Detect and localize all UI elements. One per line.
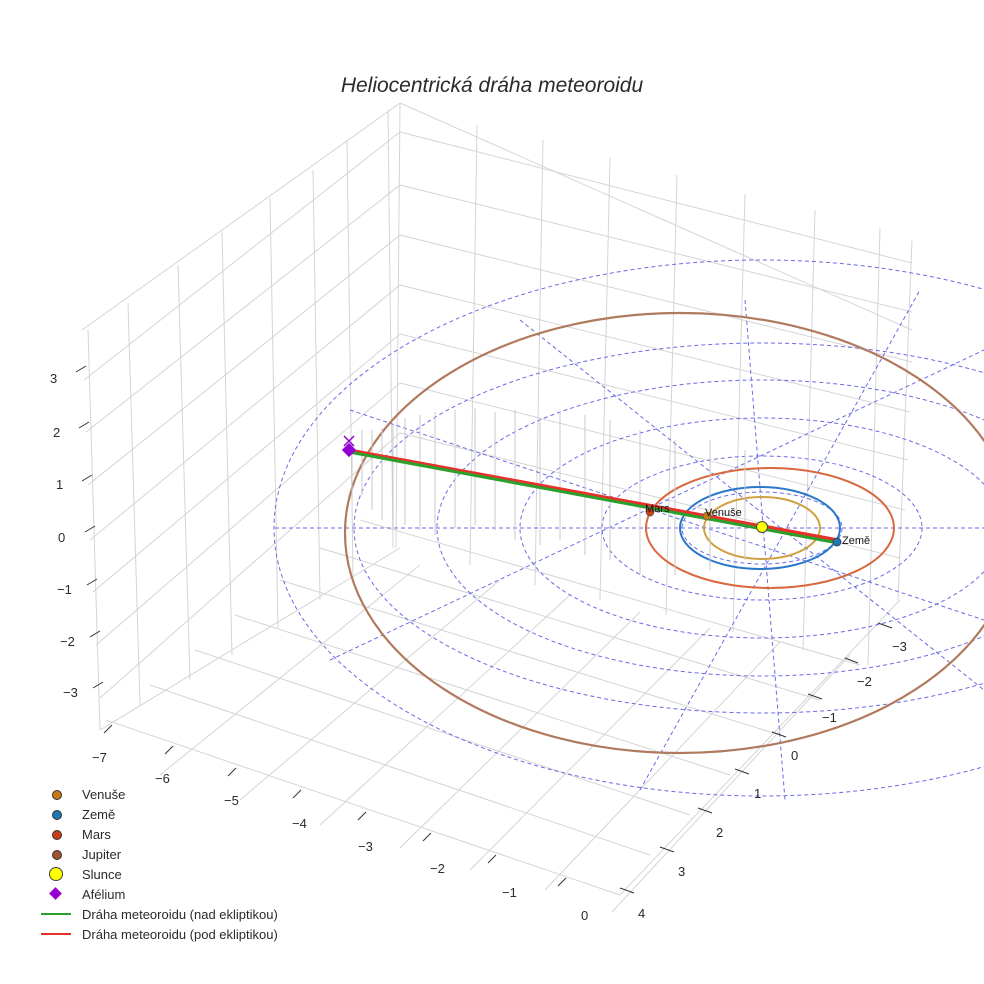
legend-item-path-above[interactable]: Dráha meteoroidu (nad ekliptikou) xyxy=(38,904,278,924)
x-tick: −5 xyxy=(224,793,239,808)
z-tick: 1 xyxy=(56,477,63,492)
legend-item-aphelion[interactable]: Afélium xyxy=(38,884,278,904)
y-axis xyxy=(619,622,893,894)
y-tick: −2 xyxy=(857,674,872,689)
legend-item-path-below[interactable]: Dráha meteoroidu (pod ekliptikou) xyxy=(38,924,278,944)
aphelion-marker[interactable] xyxy=(341,435,357,458)
y-tick: 0 xyxy=(791,748,798,763)
legend-item-jupiter[interactable]: Jupiter xyxy=(38,844,278,864)
mars-marker[interactable] xyxy=(645,507,655,517)
x-tick: −2 xyxy=(430,861,445,876)
y-tick: −3 xyxy=(892,639,907,654)
earth-dot-icon xyxy=(52,810,62,820)
earth-orbit xyxy=(679,486,841,570)
earth-marker[interactable] xyxy=(832,537,842,547)
venus-orbit xyxy=(703,496,821,560)
mars-orbit xyxy=(645,467,895,589)
x-tick: 0 xyxy=(581,908,588,923)
mars-label: Mars xyxy=(645,503,670,515)
z-tick: 2 xyxy=(53,425,60,440)
z-tick: −2 xyxy=(60,634,75,649)
jupiter-dot-icon xyxy=(52,850,62,860)
x-axis xyxy=(103,724,567,887)
y-tick: 3 xyxy=(678,864,685,879)
sun-dot-icon xyxy=(49,867,63,881)
chart-title: Heliocentrická dráha meteoroidu xyxy=(340,74,644,97)
legend: Venuše Země Mars Jupiter Slunce Afélium … xyxy=(38,784,278,944)
x-tick: −4 xyxy=(292,816,307,831)
legend-item-sun[interactable]: Slunce xyxy=(38,864,278,884)
legend-item-mars[interactable]: Mars xyxy=(38,824,278,844)
venus-label: Venuše xyxy=(705,507,742,519)
ecliptic-reference-grid xyxy=(273,259,984,801)
jupiter-orbit xyxy=(344,311,984,755)
sun-marker[interactable] xyxy=(756,521,768,533)
venus-marker[interactable] xyxy=(702,511,712,521)
y-tick: 2 xyxy=(716,825,723,840)
mars-dot-icon xyxy=(52,830,62,840)
z-tick: 0 xyxy=(58,530,65,545)
x-tick: −6 xyxy=(155,771,170,786)
x-tick: −1 xyxy=(502,885,517,900)
red-line-icon xyxy=(41,933,71,935)
z-axis xyxy=(75,365,104,689)
z-tick: −3 xyxy=(63,685,78,700)
venus-dot-icon xyxy=(52,790,62,800)
earth-label: Země xyxy=(842,535,870,547)
x-tick: −3 xyxy=(358,839,373,854)
y-tick: 1 xyxy=(754,786,761,801)
aphelion-diamond-icon xyxy=(49,887,62,900)
y-tick: −1 xyxy=(822,710,837,725)
green-line-icon xyxy=(41,913,71,915)
z-tick: 3 xyxy=(50,371,57,386)
legend-item-venus[interactable]: Venuše xyxy=(38,784,278,804)
x-tick: −7 xyxy=(92,750,107,765)
y-tick: 4 xyxy=(638,906,645,921)
legend-item-earth[interactable]: Země xyxy=(38,804,278,824)
z-tick: −1 xyxy=(57,582,72,597)
